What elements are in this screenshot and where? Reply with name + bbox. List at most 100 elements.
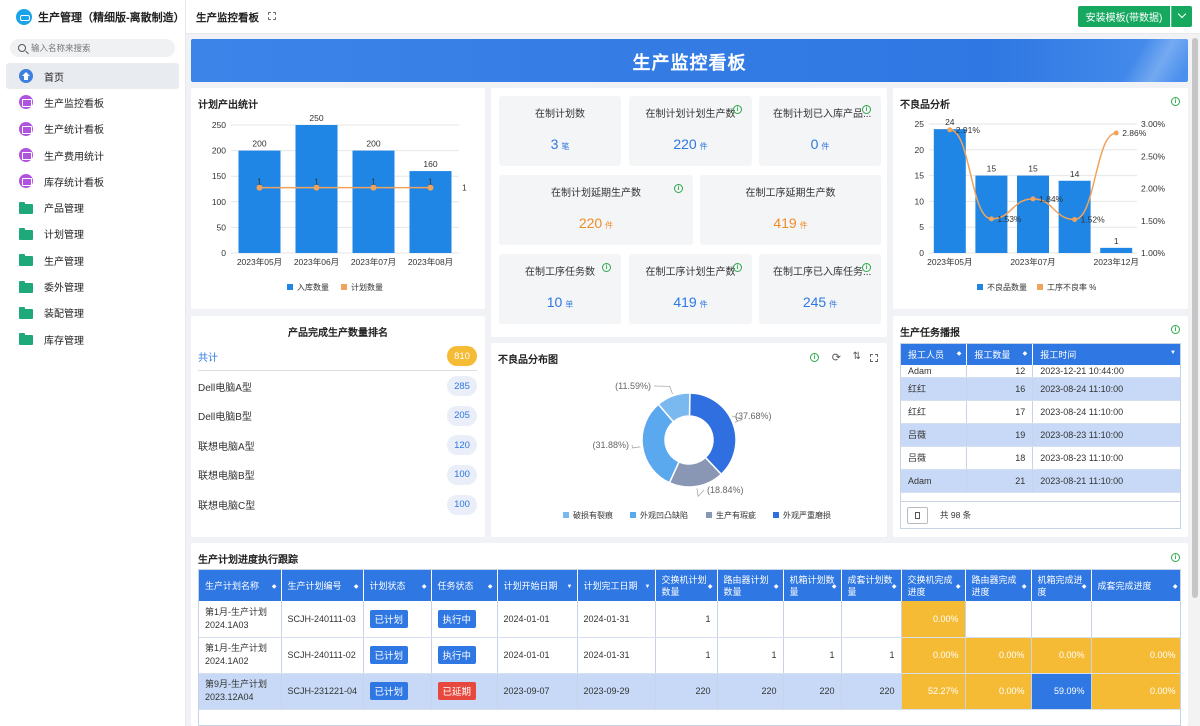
sidebar-item-0[interactable]: 首页 (6, 63, 179, 90)
refresh-icon[interactable]: ⟳ (831, 352, 841, 364)
sort-icon[interactable]: ⇅ (852, 351, 861, 362)
task-column-header[interactable]: 报工人员 ◆ (901, 344, 968, 365)
plan-column-header[interactable]: 计划状态 ◆ (363, 570, 432, 601)
pie-info-icon[interactable]: i (810, 353, 819, 362)
folder-icon (19, 280, 33, 293)
stat-card[interactable]: 在制工序已入库任务... 245 件 i (759, 254, 881, 324)
plan-column-header[interactable]: 生产计划编号 ◆ (281, 570, 364, 601)
plan-row[interactable]: 第1月-生产计划 2024.1A03 SCJH-240111-03 已计划 执行中 202… (199, 601, 1180, 638)
info-icon[interactable]: i (862, 105, 871, 114)
x-tick-label: 2023年07月 (351, 257, 396, 267)
task-row[interactable]: 吕薇 19 2023-08-23 11:10:00 (901, 423, 1180, 447)
search-input[interactable]: 输入名称来搜索 (10, 39, 175, 57)
column-label: 成套计划数量 (847, 574, 893, 597)
plan-column-header[interactable]: 路由器计划数量 ◆ (717, 570, 784, 601)
plan-progress: 0.00% (901, 601, 966, 638)
plan-column-header[interactable]: 交换机完成进度 ◆ (901, 570, 966, 601)
sort-icon[interactable]: ◆ (891, 584, 897, 590)
sidebar-item-5[interactable]: 产品管理 (6, 194, 179, 220)
stat-unit: 件 (829, 300, 838, 309)
plan-column-header[interactable]: 机箱计划数量 ◆ (783, 570, 842, 601)
install-template-button[interactable]: 安装模板(带数据) (1078, 6, 1170, 27)
sidebar-item-6[interactable]: 计划管理 (6, 221, 179, 247)
defect-info-icon[interactable]: i (1171, 97, 1180, 106)
plan-row[interactable]: 第1月-生产计划 2024.1A02 SCJH-240111-02 已计划 执行中 202… (199, 637, 1180, 674)
sort-icon[interactable]: ◆ (955, 584, 961, 590)
task-row[interactable]: 红红 16 2023-08-24 11:10:00 (901, 377, 1180, 401)
fullscreen-icon[interactable] (870, 354, 878, 362)
sort-icon[interactable]: ◆ (353, 584, 359, 590)
install-dropdown-button[interactable] (1171, 6, 1192, 27)
task-row[interactable]: 红红 17 2023-08-24 11:10:00 (901, 400, 1180, 424)
info-icon[interactable]: i (602, 263, 611, 272)
plan-column-header[interactable]: 成套完成进度 ◆ (1091, 570, 1180, 601)
plan-column-header[interactable]: 机箱完成进度 ◆ (1031, 570, 1092, 601)
stat-unit: 单 (565, 300, 574, 309)
sort-icon[interactable]: ◆ (773, 584, 779, 590)
sort-icon[interactable]: ▼ (644, 584, 651, 590)
plan-progress (1031, 601, 1092, 638)
sort-icon[interactable]: ◆ (1022, 351, 1028, 357)
plan-tracking-info-icon[interactable]: i (1171, 553, 1180, 562)
sidebar-item-9[interactable]: 装配管理 (6, 300, 179, 326)
sort-icon[interactable]: ◆ (487, 584, 493, 590)
stat-card[interactable]: 在制计划延期生产数 220 件 i (499, 175, 693, 245)
plan-status-cell: 已计划 (363, 673, 432, 710)
sidebar-item-3[interactable]: 生产费用统计 (6, 142, 179, 168)
sort-icon[interactable]: ◆ (707, 584, 713, 590)
task-cell: 红红 (901, 400, 968, 424)
pagination-icon[interactable] (907, 506, 928, 524)
search-placeholder: 输入名称来搜索 (31, 43, 91, 53)
plan-column-header[interactable]: 交换机计划数量 ◆ (655, 570, 718, 601)
task-info-icon[interactable]: i (1171, 325, 1180, 334)
stat-card[interactable]: 在制工序计划生产数 419 件 i (629, 254, 752, 324)
sort-icon[interactable]: ◆ (1172, 584, 1178, 590)
sort-icon[interactable]: ▼ (1170, 350, 1176, 356)
sort-icon[interactable]: ◆ (831, 584, 837, 590)
plan-column-header[interactable]: 计划开始日期 ▼ (497, 570, 578, 601)
legend-swatch (706, 512, 712, 518)
info-icon[interactable]: i (733, 263, 742, 272)
plan-name: 第1月-生产计划 (205, 606, 268, 617)
task-row[interactable]: Adam 21 2023-08-21 11:10:00 (901, 469, 1180, 493)
plan-column-header[interactable]: 生产计划名称 ◆ (199, 570, 282, 601)
page-scrollbar[interactable] (1190, 34, 1200, 726)
plan-row[interactable]: 第9月-生产计划 2023.12A04 SCJH-231221-04 已计划 已延期 20… (199, 673, 1180, 710)
info-icon[interactable]: i (862, 263, 871, 272)
plan-column-header[interactable]: 任务状态 ◆ (431, 570, 498, 601)
sidebar-item-10[interactable]: 库存管理 (6, 326, 179, 352)
sidebar-item-label: 装配管理 (44, 309, 84, 321)
stat-card[interactable]: 在制工序延期生产数 419 件 (700, 175, 881, 245)
sidebar-item-4[interactable]: 库存统计看板 (6, 168, 179, 194)
info-icon[interactable]: i (674, 184, 683, 193)
sort-icon[interactable]: ◆ (1081, 584, 1087, 590)
stat-number: 10 (546, 294, 563, 310)
sort-icon[interactable]: ◆ (271, 584, 277, 590)
task-row[interactable]: 吕薇 18 2023-08-23 11:10:00 (901, 446, 1180, 470)
stat-card[interactable]: 在制计划计划生产数 220 件 i (629, 96, 752, 166)
task-status-cell: 执行中 (431, 637, 498, 674)
tab-current[interactable]: 生产监控看板 (196, 12, 259, 24)
plan-column-header[interactable]: 路由器完成进度 ◆ (965, 570, 1032, 601)
fullscreen-icon[interactable] (268, 12, 276, 20)
sidebar-item-2[interactable]: 生产统计看板 (6, 116, 179, 142)
sidebar-item-1[interactable]: 生产监控看板 (6, 89, 179, 115)
sort-icon[interactable]: ◆ (1021, 584, 1027, 590)
sidebar-item-8[interactable]: 委外管理 (6, 273, 179, 299)
sidebar-item-7[interactable]: 生产管理 (6, 247, 179, 273)
task-column-header[interactable]: 报工数量 ◆ (966, 344, 1034, 365)
sort-icon[interactable]: ◆ (956, 351, 962, 357)
sort-icon[interactable]: ◆ (421, 584, 427, 590)
stat-card[interactable]: 在制工序任务数 10 单 i (499, 254, 621, 324)
sort-icon[interactable]: ▼ (566, 584, 573, 590)
plan-column-header[interactable]: 计划完工日期 ▼ (577, 570, 656, 601)
plan-column-header[interactable]: 成套计划数量 ◆ (841, 570, 902, 601)
scrollbar-thumb[interactable] (1192, 38, 1198, 598)
task-column-header[interactable]: 报工时间 ▼ (1032, 344, 1180, 365)
task-cell: 2023-12-21 10:44:00 (1032, 365, 1180, 378)
bar-value-label: 160 (423, 159, 437, 169)
info-icon[interactable]: i (733, 105, 742, 114)
task-row[interactable]: Adam 12 2023-12-21 10:44:00 (901, 365, 1180, 378)
